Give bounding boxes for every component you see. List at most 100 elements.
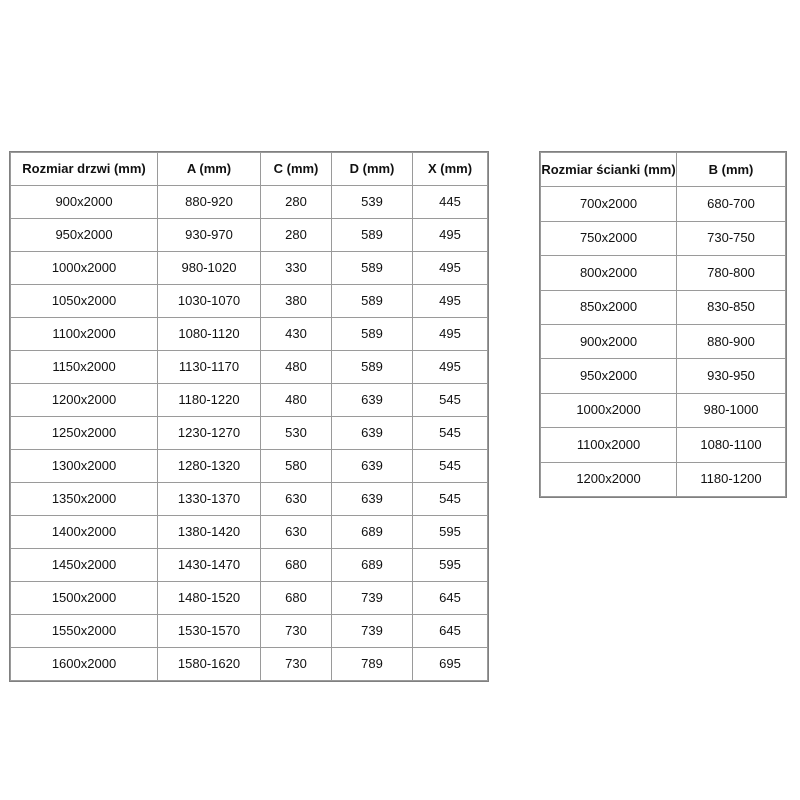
cell-d: 639: [331, 482, 413, 516]
table-row: 1400x2000 1380-1420 630 689 595: [10, 515, 488, 549]
cell-door-size: 1500x2000: [10, 581, 158, 615]
cell-door-size: 1200x2000: [10, 383, 158, 417]
cell-a: 880-920: [157, 185, 261, 219]
cell-a: 1430-1470: [157, 548, 261, 582]
cell-c: 530: [260, 416, 332, 450]
table-row: 700x2000 680-700: [540, 186, 786, 222]
cell-c: 730: [260, 647, 332, 681]
cell-c: 630: [260, 482, 332, 516]
table-row: 1100x2000 1080-1100: [540, 427, 786, 463]
cell-door-size: 1550x2000: [10, 614, 158, 648]
column-header-x: X (mm): [412, 152, 488, 186]
cell-b: 680-700: [676, 186, 786, 222]
cell-a: 1330-1370: [157, 482, 261, 516]
table-row: 900x2000 880-920 280 539 445: [10, 185, 488, 219]
table-row: 1000x2000 980-1000: [540, 392, 786, 429]
column-header-b: B (mm): [676, 151, 786, 188]
cell-d: 639: [331, 449, 413, 483]
table-row: 1550x2000 1530-1570 730 739 645: [10, 614, 488, 648]
cell-c: 330: [260, 251, 332, 285]
cell-door-size: 1250x2000: [10, 416, 158, 450]
cell-wall-size: 900x2000: [540, 323, 677, 360]
column-header-d: D (mm): [331, 152, 413, 186]
column-header-c: C (mm): [260, 152, 332, 186]
cell-door-size: 950x2000: [10, 218, 158, 252]
cell-c: 480: [260, 383, 332, 417]
column-header-wall-size: Rozmiar ścianki (mm): [540, 151, 677, 188]
table-row: 1300x2000 1280-1320 580 639 545: [10, 449, 488, 483]
cell-c: 380: [260, 284, 332, 318]
cell-c: 680: [260, 548, 332, 582]
table-header-row: Rozmiar ścianki (mm) B (mm): [540, 151, 786, 188]
table-row: 1100x2000 1080-1120 430 589 495: [10, 317, 488, 351]
cell-d: 589: [331, 218, 413, 252]
cell-door-size: 1450x2000: [10, 548, 158, 582]
cell-x: 545: [412, 482, 488, 516]
table-row: 950x2000 930-950: [540, 358, 786, 394]
cell-b: 980-1000: [676, 392, 786, 429]
cell-wall-size: 700x2000: [540, 186, 677, 222]
cell-a: 1480-1520: [157, 581, 261, 615]
table-row: 900x2000 880-900: [540, 323, 786, 360]
cell-a: 1030-1070: [157, 284, 261, 318]
cell-x: 545: [412, 449, 488, 483]
cell-door-size: 1400x2000: [10, 515, 158, 549]
cell-x: 545: [412, 383, 488, 417]
cell-a: 1280-1320: [157, 449, 261, 483]
cell-door-size: 1100x2000: [10, 317, 158, 351]
cell-a: 1130-1170: [157, 350, 261, 384]
cell-c: 280: [260, 218, 332, 252]
cell-x: 445: [412, 185, 488, 219]
cell-d: 689: [331, 548, 413, 582]
cell-b: 1180-1200: [676, 461, 786, 497]
cell-x: 645: [412, 614, 488, 648]
table-row: 1200x2000 1180-1200: [540, 461, 786, 497]
cell-x: 595: [412, 548, 488, 582]
cell-door-size: 1350x2000: [10, 482, 158, 516]
cell-c: 630: [260, 515, 332, 549]
table-row: 1050x2000 1030-1070 380 589 495: [10, 284, 488, 318]
cell-c: 480: [260, 350, 332, 384]
table-row: 950x2000 930-970 280 589 495: [10, 218, 488, 252]
cell-d: 589: [331, 317, 413, 351]
cell-door-size: 1300x2000: [10, 449, 158, 483]
column-header-door-size: Rozmiar drzwi (mm): [10, 152, 158, 186]
cell-door-size: 1050x2000: [10, 284, 158, 318]
cell-c: 730: [260, 614, 332, 648]
cell-d: 789: [331, 647, 413, 681]
doors-size-table: Rozmiar drzwi (mm) A (mm) C (mm) D (mm) …: [9, 151, 489, 682]
cell-wall-size: 1100x2000: [540, 427, 677, 463]
cell-c: 280: [260, 185, 332, 219]
cell-d: 589: [331, 284, 413, 318]
cell-b: 1080-1100: [676, 427, 786, 463]
cell-d: 589: [331, 350, 413, 384]
cell-b: 880-900: [676, 323, 786, 360]
table-row: 1150x2000 1130-1170 480 589 495: [10, 350, 488, 384]
cell-c: 580: [260, 449, 332, 483]
table-header-row: Rozmiar drzwi (mm) A (mm) C (mm) D (mm) …: [10, 152, 488, 186]
cell-door-size: 900x2000: [10, 185, 158, 219]
cell-d: 689: [331, 515, 413, 549]
table-row: 1000x2000 980-1020 330 589 495: [10, 251, 488, 285]
cell-x: 545: [412, 416, 488, 450]
cell-a: 1230-1270: [157, 416, 261, 450]
table-row: 750x2000 730-750: [540, 220, 786, 257]
table-row: 1200x2000 1180-1220 480 639 545: [10, 383, 488, 417]
cell-d: 539: [331, 185, 413, 219]
cell-b: 830-850: [676, 289, 786, 325]
table-row: 1350x2000 1330-1370 630 639 545: [10, 482, 488, 516]
table-row: 1250x2000 1230-1270 530 639 545: [10, 416, 488, 450]
cell-a: 1580-1620: [157, 647, 261, 681]
table-row: 1500x2000 1480-1520 680 739 645: [10, 581, 488, 615]
cell-a: 1380-1420: [157, 515, 261, 549]
cell-d: 739: [331, 614, 413, 648]
cell-wall-size: 1000x2000: [540, 392, 677, 429]
column-header-a: A (mm): [157, 152, 261, 186]
cell-a: 1180-1220: [157, 383, 261, 417]
table-row: 850x2000 830-850: [540, 289, 786, 325]
table-row: 1450x2000 1430-1470 680 689 595: [10, 548, 488, 582]
cell-b: 930-950: [676, 358, 786, 394]
cell-x: 495: [412, 317, 488, 351]
cell-x: 495: [412, 284, 488, 318]
